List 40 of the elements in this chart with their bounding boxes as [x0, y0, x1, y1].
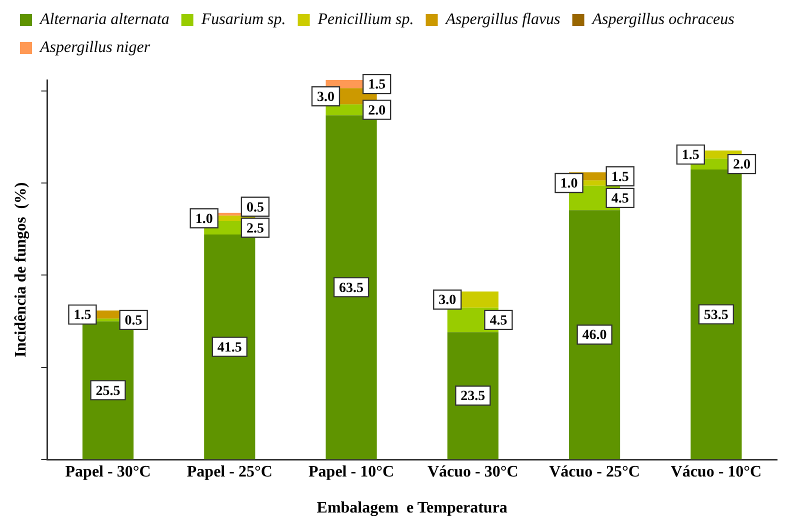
data-label: 46.0	[582, 328, 607, 344]
data-label: 4.5	[611, 192, 629, 207]
data-label: 3.0	[438, 293, 456, 308]
data-label: 1.5	[74, 308, 92, 324]
data-label: 25.5	[96, 384, 120, 399]
data-label: 0.5	[124, 314, 142, 329]
x-tick-label: Papel - 30°C	[65, 463, 151, 480]
legend-label: Fusarium sp.	[200, 11, 286, 28]
data-label: 1.5	[682, 148, 700, 164]
data-label: 41.5	[217, 340, 242, 356]
legend-label: Alternaria alternata	[39, 11, 170, 28]
data-label: 53.5	[704, 308, 728, 323]
x-axis-title: Embalagem e Temperatura	[316, 500, 508, 517]
legend-label: Aspergillus flavus	[444, 11, 560, 28]
legend-label: Penicillium sp.	[316, 11, 414, 28]
data-label: 2.5	[246, 221, 264, 236]
data-label: 3.0	[316, 90, 334, 105]
x-tick-label: Papel - 10°C	[308, 463, 394, 480]
bar	[690, 169, 742, 460]
data-label: 63.5	[339, 280, 364, 296]
data-label: 23.5	[460, 389, 486, 404]
bar	[447, 332, 498, 460]
data-label: 1.0	[560, 176, 578, 192]
x-tick-label: Vácuo - 25°C	[549, 463, 640, 480]
legend-label: Aspergillus ochraceus	[591, 11, 734, 28]
data-label: 4.5	[490, 314, 508, 329]
data-label: 0.5	[246, 200, 264, 216]
data-label: 2.0	[732, 158, 750, 173]
bar	[326, 115, 377, 460]
data-label: 1.5	[368, 78, 386, 93]
bar	[569, 210, 620, 460]
data-label: 2.0	[368, 103, 386, 118]
bar	[204, 234, 256, 460]
x-tick-label: Vácuo - 30°C	[427, 463, 518, 480]
y-axis-title: Incidência de fungos (%)	[12, 182, 30, 358]
legend-label: Aspergillus niger	[39, 39, 151, 56]
x-tick-label: Papel - 25°C	[186, 463, 272, 480]
x-tick-label: Vácuo - 10°C	[670, 463, 762, 480]
data-label: 1.0	[195, 212, 213, 227]
data-label: 1.5	[611, 170, 629, 185]
